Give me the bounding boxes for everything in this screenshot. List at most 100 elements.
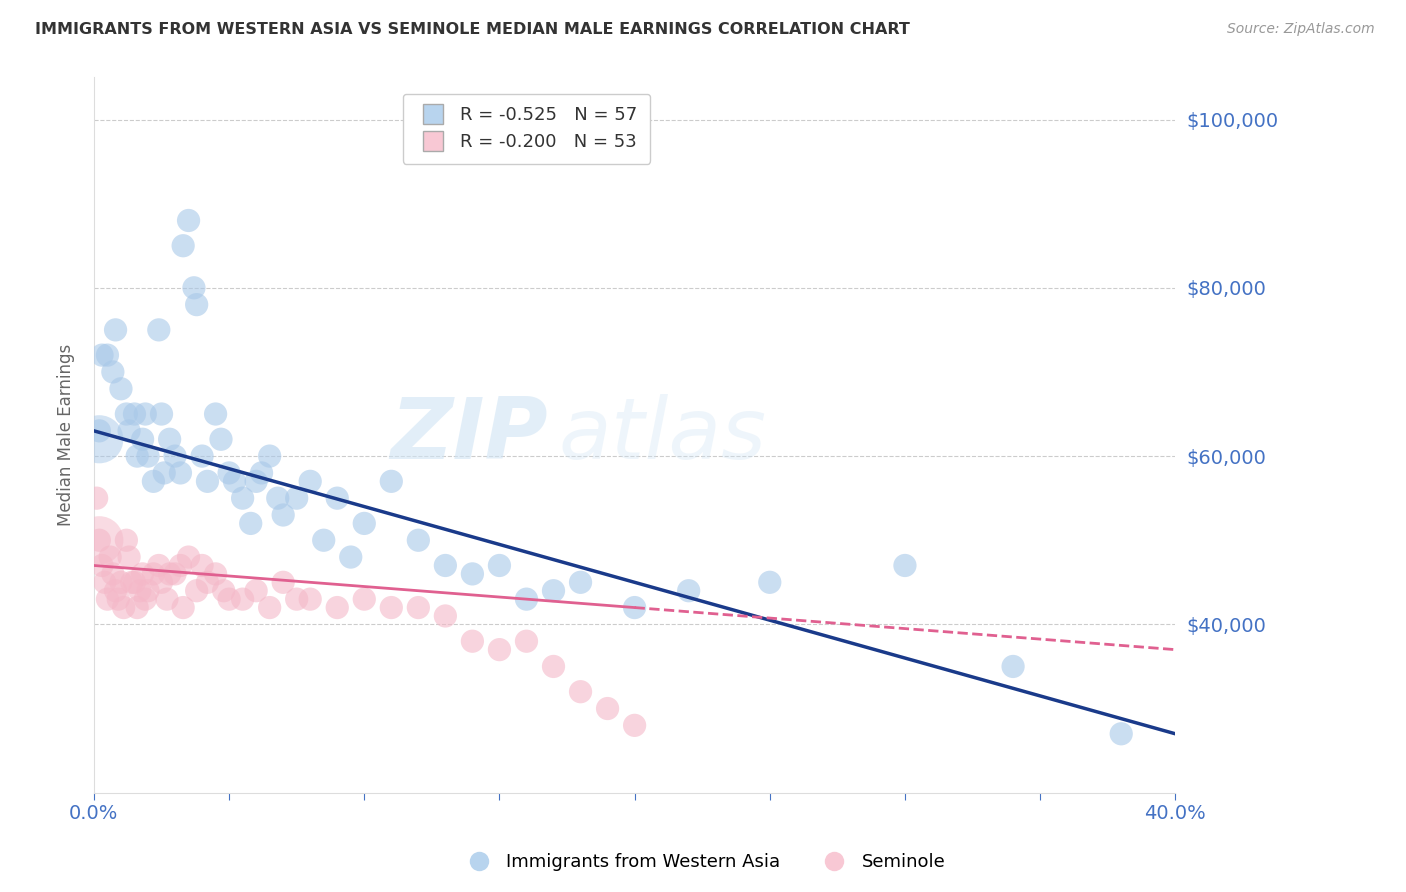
Point [96, 348, 118, 362]
Point [93, 575, 115, 590]
Point [224, 475, 246, 489]
Point [353, 516, 375, 531]
Point [461, 634, 484, 648]
Point [259, 449, 281, 463]
Legend: Immigrants from Western Asia, Seminole: Immigrants from Western Asia, Seminole [454, 847, 952, 879]
Point [380, 475, 402, 489]
Point [104, 323, 127, 337]
Point [434, 558, 457, 573]
Point [124, 407, 146, 421]
Point [245, 583, 267, 598]
Point [186, 298, 208, 312]
Point [124, 575, 146, 590]
Point [461, 566, 484, 581]
Point [186, 583, 208, 598]
Text: atlas: atlas [560, 393, 766, 476]
Point [299, 592, 322, 607]
Point [596, 701, 619, 715]
Point [326, 491, 349, 505]
Point [136, 583, 159, 598]
Point [623, 600, 645, 615]
Point [96, 592, 118, 607]
Point [232, 491, 254, 505]
Point [121, 575, 143, 590]
Point [191, 558, 214, 573]
Point [115, 407, 138, 421]
Point [107, 592, 129, 607]
Point [183, 281, 205, 295]
Point [134, 592, 156, 607]
Point [110, 382, 132, 396]
Point [131, 566, 153, 581]
Point [101, 365, 124, 379]
Point [89, 533, 111, 548]
Point [285, 491, 308, 505]
Point [150, 575, 173, 590]
Point [353, 592, 375, 607]
Point [91, 348, 114, 362]
Point [91, 558, 114, 573]
Point [271, 575, 294, 590]
Point [271, 508, 294, 522]
Point [172, 238, 194, 252]
Point [150, 407, 173, 421]
Point [339, 550, 361, 565]
Legend: R = -0.525   N = 57, R = -0.200   N = 53: R = -0.525 N = 57, R = -0.200 N = 53 [402, 94, 651, 164]
Point [408, 533, 430, 548]
Point [159, 432, 181, 446]
Point [434, 609, 457, 624]
Point [110, 575, 132, 590]
Point [204, 566, 226, 581]
Point [232, 592, 254, 607]
Point [212, 583, 235, 598]
Point [89, 424, 111, 438]
Point [267, 491, 290, 505]
Point [86, 491, 108, 505]
Point [543, 659, 565, 673]
Point [218, 592, 240, 607]
Point [678, 583, 700, 598]
Point [131, 432, 153, 446]
Point [515, 592, 537, 607]
Point [380, 600, 402, 615]
Point [142, 475, 165, 489]
Point [169, 466, 191, 480]
Point [569, 684, 592, 698]
Point [326, 600, 349, 615]
Point [1109, 727, 1132, 741]
Point [89, 432, 111, 446]
Point [197, 475, 219, 489]
Point [312, 533, 335, 548]
Point [197, 575, 219, 590]
Point [209, 432, 232, 446]
Point [623, 718, 645, 732]
Text: ZIP: ZIP [391, 393, 548, 476]
Point [758, 575, 780, 590]
Point [299, 475, 322, 489]
Point [218, 466, 240, 480]
Point [127, 449, 149, 463]
Point [177, 550, 200, 565]
Point [172, 600, 194, 615]
Point [118, 424, 141, 438]
Point [250, 466, 273, 480]
Y-axis label: Median Male Earnings: Median Male Earnings [58, 344, 75, 526]
Point [148, 558, 170, 573]
Point [408, 600, 430, 615]
Point [127, 600, 149, 615]
Point [515, 634, 537, 648]
Point [98, 550, 121, 565]
Point [569, 575, 592, 590]
Point [156, 592, 179, 607]
Point [136, 449, 159, 463]
Point [148, 323, 170, 337]
Point [204, 407, 226, 421]
Point [89, 533, 111, 548]
Point [177, 213, 200, 227]
Point [285, 592, 308, 607]
Point [163, 449, 186, 463]
Point [112, 600, 135, 615]
Point [118, 550, 141, 565]
Point [169, 558, 191, 573]
Text: IMMIGRANTS FROM WESTERN ASIA VS SEMINOLE MEDIAN MALE EARNINGS CORRELATION CHART: IMMIGRANTS FROM WESTERN ASIA VS SEMINOLE… [35, 22, 910, 37]
